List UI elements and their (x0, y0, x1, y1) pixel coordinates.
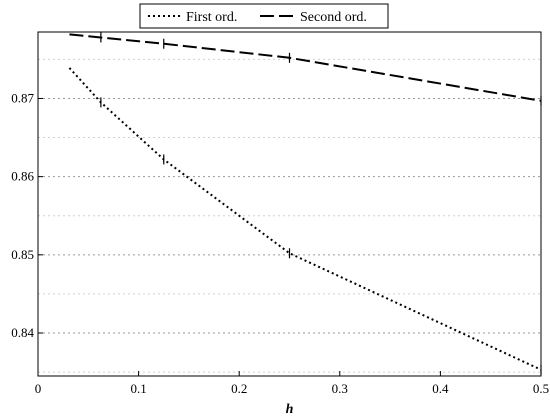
y-tick-label-0: 0.84 (11, 325, 34, 340)
x-tick-label-4: 0.4 (432, 381, 449, 396)
grid-layer (38, 58, 541, 373)
x-tick-label-5: 0.5 (533, 381, 549, 396)
plot-area-frame (37, 31, 542, 377)
x-tick-label-0: 0 (35, 381, 42, 396)
y-tick-label-3: 0.87 (11, 90, 34, 105)
tick-layer: 0 0.1 0.2 0.3 0.4 0.5 0.84 0.85 0.86 0.87 (11, 90, 549, 396)
x-tick-label-3: 0.3 (332, 381, 348, 396)
x-axis-title: h (286, 402, 294, 417)
series-layer (68, 32, 542, 375)
x-tick-label-1: 0.1 (130, 381, 146, 396)
legend-label-0: First ord. (186, 10, 237, 25)
y-tick-label-2: 0.86 (11, 169, 34, 184)
series-line-0 (68, 67, 542, 371)
legend: First ord. Second ord. (139, 3, 389, 29)
x-tick-label-2: 0.2 (231, 381, 247, 396)
legend-label-1: Second ord. (300, 10, 367, 25)
series-line-1 (69, 33, 542, 102)
y-tick-label-1: 0.85 (11, 247, 34, 262)
legend-box (139, 3, 389, 29)
